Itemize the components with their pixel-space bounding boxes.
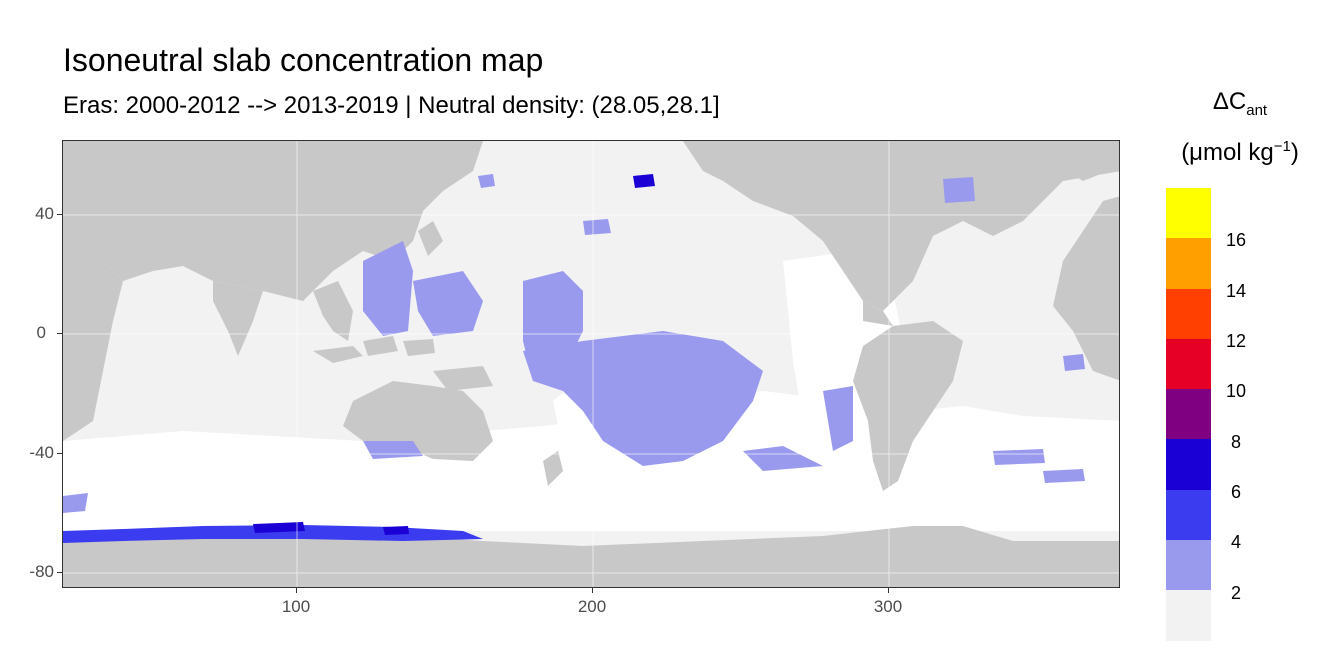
x-tick-label: 200 (577, 597, 607, 616)
y-tick-label: -40 (29, 443, 54, 462)
x-tick-mark (592, 588, 593, 593)
legend-colorbar (1166, 188, 1211, 641)
legend-swatch (1166, 288, 1211, 339)
legend-swatch (1166, 188, 1211, 239)
x-tick-mark (296, 588, 297, 593)
legend-label: 12 (1226, 331, 1247, 351)
legend-title: ΔCant (μmol kg−1) (1150, 84, 1330, 171)
legend-unit-sup: −1 (1273, 137, 1291, 155)
legend-swatch (1166, 489, 1211, 541)
y-tick-mark (57, 572, 62, 573)
y-tick-label: 0 (36, 323, 46, 342)
legend-swatch (1166, 338, 1211, 390)
legend-label: 16 (1226, 230, 1247, 250)
legend-label: 10 (1226, 381, 1247, 401)
legend-swatch (1166, 439, 1211, 490)
legend-label: 6 (1231, 482, 1242, 502)
y-tick-mark (57, 333, 62, 334)
anomaly-mid-band (63, 525, 483, 543)
y-tick-label: 40 (35, 204, 54, 223)
legend-label: 4 (1231, 532, 1242, 552)
y-tick-mark (57, 214, 62, 215)
legend-label: 2 (1231, 583, 1242, 603)
legend-swatch (1166, 238, 1211, 289)
x-tick-mark (888, 588, 889, 593)
legend-swatch (1166, 389, 1211, 440)
map-panel (62, 140, 1120, 588)
legend-label: 8 (1231, 432, 1242, 452)
legend-label: 14 (1226, 281, 1247, 301)
legend-title-sub: ant (1246, 101, 1268, 119)
y-tick-label: -80 (29, 562, 54, 581)
land-masses (63, 141, 1119, 587)
legend-swatch (1166, 540, 1211, 591)
x-tick-label: 300 (873, 597, 903, 616)
anomaly-high-band (253, 174, 655, 535)
map-title: Isoneutral slab concentration map (63, 42, 544, 78)
legend-unit-suffix: ) (1290, 138, 1299, 166)
gridlines (63, 141, 1119, 587)
legend-swatch (1166, 590, 1211, 641)
legend-unit-prefix: (μmol kg (1181, 138, 1274, 166)
x-tick-label: 100 (281, 597, 311, 616)
legend-title-main: ΔC (1212, 88, 1247, 115)
y-tick-mark (57, 453, 62, 454)
map-canvas (63, 141, 1119, 587)
map-subtitle: Eras: 2000-2012 --> 2013-2019 | Neutral … (63, 92, 720, 119)
